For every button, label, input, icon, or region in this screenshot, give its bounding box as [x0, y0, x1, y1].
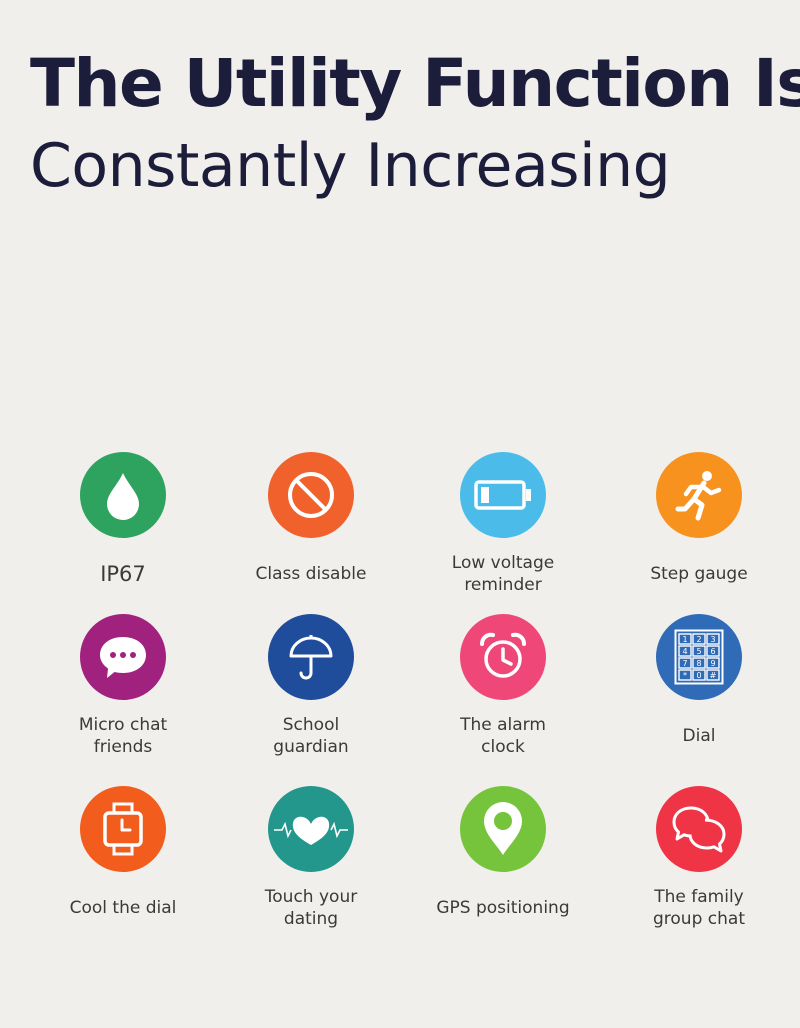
feature-icon-circle	[80, 786, 166, 872]
svg-text:8: 8	[696, 659, 701, 668]
feature-cool-dial: Cool the dial	[28, 786, 218, 946]
water-drop-icon	[107, 473, 139, 520]
feature-label: GPS positioning	[436, 898, 570, 918]
feature-icon-circle	[460, 786, 546, 872]
svg-text:2: 2	[696, 635, 701, 644]
headline-line-1: The Utility Function Is	[30, 45, 800, 122]
svg-text:7: 7	[682, 659, 687, 668]
feature-micro-chat: Micro chat friends	[28, 614, 218, 774]
umbrella-icon	[289, 635, 333, 680]
feature-alarm-clock: The alarm clock	[408, 614, 598, 774]
feature-label: Touch your dating	[264, 887, 358, 929]
feature-icon-circle	[268, 452, 354, 538]
battery-icon	[474, 480, 531, 510]
svg-text:0: 0	[696, 671, 701, 680]
svg-text:3: 3	[710, 635, 715, 644]
feature-ip67: IP67	[28, 452, 218, 612]
feature-label: IP67	[100, 562, 146, 586]
prohibited-icon	[288, 472, 334, 518]
feature-label: Micro chat friends	[78, 715, 168, 757]
feature-icon-circle	[80, 614, 166, 700]
feature-family-chat: The family group chat	[604, 786, 794, 946]
feature-icon-circle	[80, 452, 166, 538]
svg-text:6: 6	[710, 647, 715, 656]
heartbeat-hearts-icon	[274, 816, 348, 845]
feature-icon-circle	[268, 614, 354, 700]
feature-step-gauge: Step gauge	[604, 452, 794, 612]
running-person-icon	[675, 471, 722, 521]
feature-school-guardian: School guardian	[216, 614, 406, 774]
feature-icon-circle	[460, 614, 546, 700]
feature-label: The family group chat	[653, 887, 745, 929]
feature-label: Dial	[682, 726, 716, 746]
feature-touch-dating: Touch your dating	[216, 786, 406, 946]
alarm-clock-icon	[480, 632, 526, 678]
feature-label: Cool the dial	[69, 898, 177, 918]
headline-line-2: Constantly Increasing	[30, 131, 671, 201]
feature-icon-circle	[268, 786, 354, 872]
feature-icon-circle	[656, 786, 742, 872]
feature-icon-circle	[656, 452, 742, 538]
svg-text:4: 4	[682, 647, 687, 656]
feature-label: Step gauge	[650, 564, 748, 584]
svg-text:1: 1	[682, 635, 687, 644]
feature-label: The alarm clock	[460, 715, 546, 757]
feature-label: Low voltage reminder	[451, 553, 555, 595]
feature-low-voltage: Low voltage reminder	[408, 452, 598, 612]
feature-gps: GPS positioning	[408, 786, 598, 946]
watch-icon	[103, 802, 143, 856]
group-chat-icon	[672, 806, 726, 853]
location-pin-icon	[484, 802, 522, 855]
feature-label: Class disable	[255, 564, 367, 584]
svg-text:*: *	[683, 671, 687, 680]
chat-bubble-icon	[100, 637, 146, 678]
feature-icon-circle	[460, 452, 546, 538]
feature-label: School guardian	[273, 715, 349, 757]
svg-text:5: 5	[696, 647, 701, 656]
headline: The Utility Function Is Constantly Incre…	[30, 40, 800, 204]
feature-class-disable: Class disable	[216, 452, 406, 612]
svg-text:#: #	[710, 671, 717, 680]
svg-text:9: 9	[710, 659, 715, 668]
